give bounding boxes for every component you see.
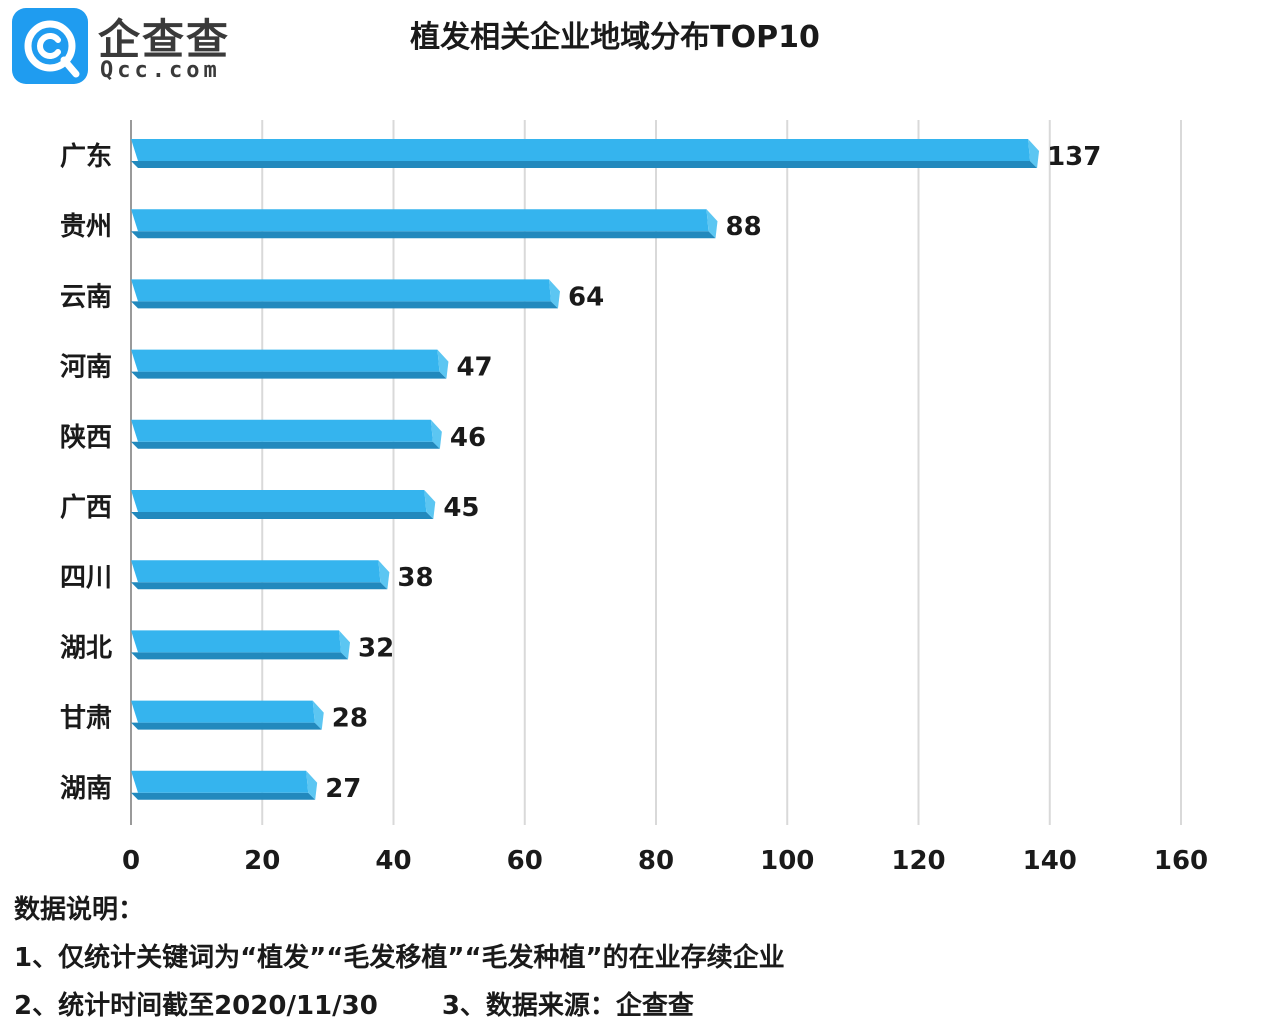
bar-shadow	[131, 371, 447, 379]
category-label: 陕西	[60, 423, 112, 453]
qcc-logo: 企查查 Qcc.com	[12, 6, 242, 86]
bar	[131, 209, 709, 232]
note-line-2: 2、统计时间截至2020/11/30 3、数据来源：企查查	[14, 986, 1254, 1034]
data-label: 47	[456, 353, 492, 383]
bar-shadow	[131, 231, 716, 239]
logo-name-cn: 企查查	[98, 15, 231, 64]
bar-end-cap	[430, 419, 442, 449]
bar-end-cap	[706, 209, 718, 239]
x-tick-label: 0	[122, 846, 140, 876]
data-label: 28	[332, 704, 368, 734]
bar	[131, 139, 1031, 161]
bar-end-cap	[306, 770, 318, 800]
category-label: 四川	[60, 563, 112, 593]
bar-end-cap	[437, 349, 449, 379]
qcc-logo-icon	[12, 8, 88, 84]
category-label: 广西	[60, 493, 112, 523]
logo-name-en: Qcc.com	[100, 58, 221, 83]
note-source: 3、数据来源：企查查	[441, 991, 694, 1021]
x-tick-label: 160	[1154, 846, 1208, 876]
category-label: 河南	[60, 353, 112, 383]
notes-heading: 数据说明：	[14, 895, 145, 925]
category-label: 云南	[60, 282, 112, 312]
bars	[131, 139, 1040, 800]
data-label: 46	[450, 423, 486, 453]
bar	[131, 630, 341, 653]
data-label: 137	[1047, 142, 1101, 172]
data-label: 32	[358, 633, 394, 663]
bar-shadow	[131, 652, 348, 660]
data-label: 64	[568, 282, 604, 312]
bar-end-cap	[549, 279, 560, 309]
x-tick-label: 60	[507, 846, 543, 876]
bar-chart: 0 20 40 60 80 100 120 140 160 广东 137 贵州 88 云南 64 河南 47 陕西…	[60, 120, 1208, 876]
note-date: 2、统计时间截至2020/11/30	[14, 991, 378, 1021]
category-label: 贵州	[60, 212, 112, 242]
category-label: 湖北	[60, 633, 112, 663]
chart-title: 植发相关企业地域分布TOP10	[410, 20, 820, 55]
labels: 0 20 40 60 80 100 120 140 160 广东 137 贵州 88 云南 64 河南 47 陕西…	[60, 141, 1208, 876]
bar-end-cap	[378, 560, 390, 590]
bar-shadow	[131, 161, 1038, 168]
x-tick-label: 40	[375, 846, 411, 876]
category-label: 湖南	[60, 774, 112, 804]
bar	[131, 419, 433, 442]
x-tick-label: 140	[1023, 846, 1077, 876]
bar-shadow	[131, 722, 322, 730]
data-label: 45	[443, 493, 479, 523]
bar-shadow	[131, 301, 558, 309]
x-tick-label: 20	[244, 846, 280, 876]
bar-end-cap	[1028, 139, 1040, 168]
bar	[131, 560, 381, 583]
data-label: 88	[726, 212, 762, 242]
bar	[131, 700, 315, 723]
bar-shadow	[131, 792, 316, 800]
data-label: 27	[325, 774, 361, 804]
bar-shadow	[131, 512, 434, 519]
bar-end-cap	[339, 630, 350, 660]
bar	[131, 770, 309, 793]
bar-end-cap	[424, 490, 436, 519]
x-tick-label: 100	[760, 846, 814, 876]
data-label: 38	[397, 563, 433, 593]
bar	[131, 490, 427, 512]
bar-end-cap	[312, 700, 324, 730]
category-label: 广东	[60, 141, 112, 172]
x-tick-label: 120	[891, 846, 945, 876]
note-line-1: 1、仅统计关键词为“植发”“毛发移植”“毛发种植”的在业存续企业	[14, 943, 785, 973]
bar	[131, 279, 551, 302]
bar-shadow	[131, 582, 388, 590]
bar	[131, 349, 440, 372]
category-label: 甘肃	[60, 704, 112, 734]
x-tick-label: 80	[638, 846, 674, 876]
data-notes: 数据说明： 1、仅统计关键词为“植发”“毛发移植”“毛发种植”的在业存续企业 2…	[14, 890, 1254, 1034]
bar-shadow	[131, 441, 440, 449]
